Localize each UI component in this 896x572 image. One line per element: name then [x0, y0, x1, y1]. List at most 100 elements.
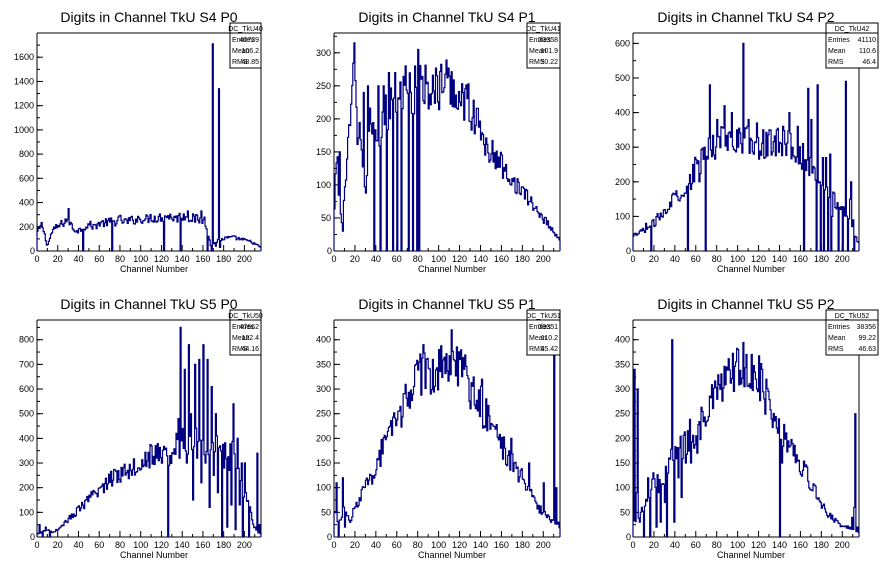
y-tick-label: 400 [19, 433, 34, 443]
x-tick-label: 0 [331, 540, 336, 550]
y-tick-label: 100 [615, 483, 630, 493]
x-tick-label: 60 [691, 540, 701, 550]
y-tick-label: 50 [620, 507, 630, 517]
histogram-panel-3: Digits in Channel TkU S4 P2 0 20 40 60 80 100 1… [615, 9, 879, 274]
stats-value: 106.2 [241, 48, 259, 55]
y-tick-label: 300 [615, 142, 630, 152]
stats-box-name: DC_TkU51 [526, 313, 561, 320]
x-tick-label: 160 [494, 254, 509, 264]
x-tick-label: 180 [216, 540, 231, 550]
stats-label: Mean [828, 48, 846, 55]
stats-value: 44.16 [241, 346, 259, 353]
x-tick-label: 200 [835, 540, 850, 550]
y-tick-label: 300 [316, 384, 331, 394]
stats-value: 41110 [858, 37, 877, 44]
x-tick-label: 40 [670, 540, 680, 550]
y-tick-label: 800 [19, 335, 34, 345]
x-tick-label: 160 [793, 254, 808, 264]
y-tick-label: 600 [19, 173, 34, 183]
stats-value: 46.4 [862, 59, 876, 66]
stats-box-frame [825, 22, 879, 69]
x-tick-label: 200 [536, 254, 551, 264]
y-tick-label: 100 [316, 483, 331, 493]
stats-label: RMS [529, 59, 545, 66]
stats-value: 101.9 [540, 48, 558, 55]
y-tick-label: 250 [316, 409, 331, 419]
x-tick-label: 0 [630, 540, 635, 550]
stats-box-frame [229, 22, 262, 69]
y-tick-label: 350 [316, 359, 331, 369]
histogram-series [36, 326, 262, 538]
x-tick-label: 100 [730, 254, 745, 264]
x-tick-label: 180 [814, 254, 829, 264]
stats-label: Entries [828, 324, 850, 331]
x-tick-label: 120 [751, 254, 766, 264]
x-tick-label: 180 [515, 540, 530, 550]
stats-box-frame [825, 309, 879, 356]
stats-label: RMS [232, 59, 248, 66]
x-tick-label: 160 [793, 540, 808, 550]
x-tick-label: 100 [431, 254, 446, 264]
x-axis-label: Channel Number [120, 264, 188, 274]
y-tick-label: 100 [316, 180, 331, 190]
y-tick-label: 0 [626, 246, 631, 256]
x-tick-label: 80 [413, 254, 423, 264]
y-tick-label: 200 [19, 222, 34, 232]
y-tick-label: 400 [615, 335, 630, 345]
x-axis-label: Channel Number [418, 264, 486, 274]
x-tick-label: 140 [175, 540, 190, 550]
y-tick-label: 150 [316, 147, 331, 157]
y-tick-label: 0 [30, 246, 35, 256]
x-tick-label: 40 [670, 254, 680, 264]
stats-label: RMS [232, 346, 248, 353]
y-tick-label: 0 [30, 532, 35, 542]
y-tick-label: 800 [19, 149, 34, 159]
y-tick-label: 50 [321, 507, 331, 517]
stats-label: Mean [828, 335, 846, 342]
x-tick-label: 0 [331, 254, 336, 264]
y-tick-label: 200 [19, 483, 34, 493]
y-tick-label: 1200 [14, 101, 34, 111]
x-tick-label: 200 [835, 254, 850, 264]
stats-label: Mean [529, 335, 547, 342]
stats-label: Entries [232, 37, 254, 44]
y-tick-label: 0 [327, 532, 332, 542]
x-tick-label: 160 [195, 540, 210, 550]
histogram-panel-5: Digits in Channel TkU S5 P1 0 20 40 60 80 100 1… [316, 296, 561, 560]
histogram-series [333, 329, 561, 538]
x-tick-label: 200 [237, 540, 252, 550]
x-tick-label: 80 [115, 540, 125, 550]
x-tick-label: 120 [751, 540, 766, 550]
chart-title: Digits in Channel TkU S5 P1 [358, 296, 535, 312]
x-tick-label: 20 [649, 540, 659, 550]
stats-value: 99.22 [858, 335, 876, 342]
y-tick-label: 100 [19, 507, 34, 517]
x-tick-label: 140 [473, 254, 488, 264]
stats-box: DC_TkU42 Entries 41110 Mean 110.6 RMS 46.4 [825, 22, 879, 69]
x-tick-label: 20 [53, 540, 63, 550]
chart-title: Digits in Channel TkU S5 P0 [60, 296, 237, 312]
x-tick-label: 100 [133, 540, 148, 550]
stats-value: 45.42 [540, 346, 558, 353]
y-tick-label: 200 [316, 114, 331, 124]
y-tick-label: 0 [327, 246, 332, 256]
y-tick-label: 700 [19, 359, 34, 369]
histogram-series [36, 43, 262, 252]
stats-box-frame [229, 309, 262, 356]
histogram-series [632, 42, 860, 252]
stats-value: 122.4 [241, 335, 259, 342]
y-tick-label: 400 [316, 335, 331, 345]
y-tick-label: 200 [615, 177, 630, 187]
y-tick-label: 1600 [14, 52, 34, 62]
stats-label: Mean [529, 48, 547, 55]
stats-label: Mean [232, 48, 250, 55]
stats-label: RMS [828, 59, 844, 66]
y-tick-label: 150 [316, 458, 331, 468]
x-tick-label: 20 [649, 254, 659, 264]
y-tick-label: 400 [19, 198, 34, 208]
stats-label: Entries [529, 37, 551, 44]
y-tick-label: 300 [615, 384, 630, 394]
